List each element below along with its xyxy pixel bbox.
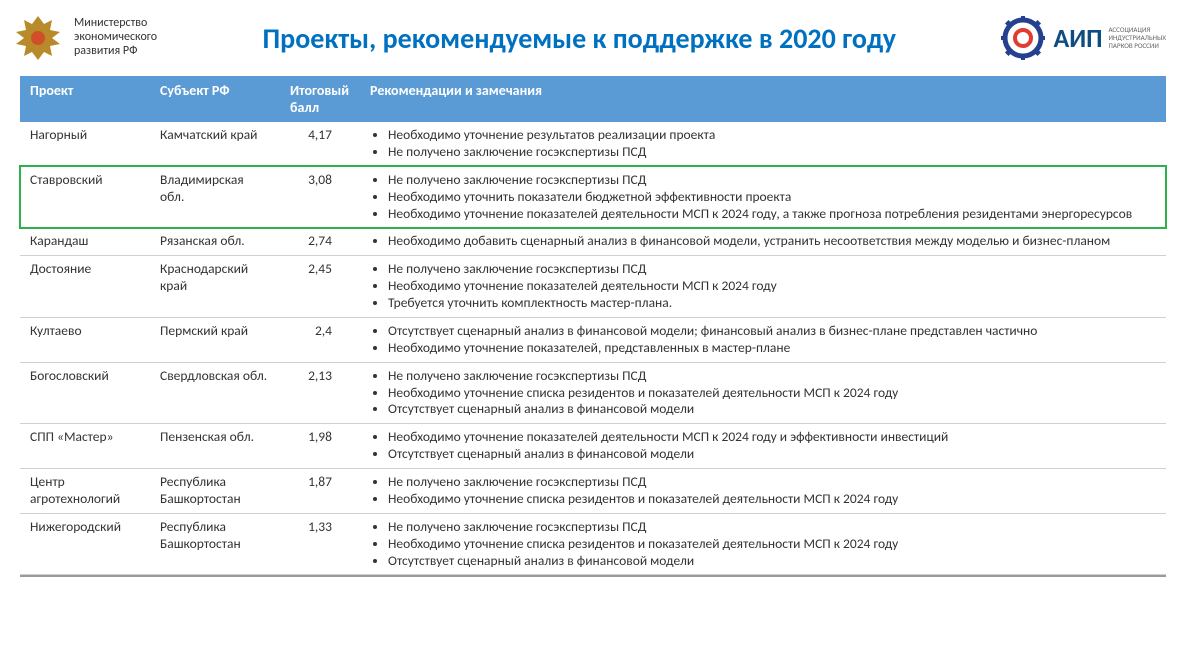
note-item: Необходимо уточнение списка резидентов и… xyxy=(388,536,1156,553)
cell-subject: Камчатский край xyxy=(150,122,280,166)
cell-subject: Свердловская обл. xyxy=(150,362,280,424)
note-item: Необходимо уточнение списка резидентов и… xyxy=(388,385,1156,402)
cell-project: Богословский xyxy=(20,362,150,424)
note-item: Не получено заключение госэкспертизы ПСД xyxy=(388,261,1156,278)
cell-project: Нагорный xyxy=(20,122,150,166)
ministry-line1: Министерство xyxy=(74,17,157,31)
cell-subject: Пермский край xyxy=(150,317,280,362)
cell-project: Карандаш xyxy=(20,228,150,256)
table-row: КарандашРязанская обл.2,74 Необходимо доб… xyxy=(20,228,1166,256)
note-item: Отсутствует сценарный анализ в финансово… xyxy=(388,401,1156,418)
cell-score: 2,13 xyxy=(280,362,360,424)
cell-score: 1,98 xyxy=(280,424,360,469)
cell-score: 4,17 xyxy=(280,122,360,166)
cell-project: Ставровский xyxy=(20,166,150,228)
note-item: Требуется уточнить комплектность мастер-… xyxy=(388,295,1156,312)
cell-notes: Отсутствует сценарный анализ в финансово… xyxy=(360,317,1166,362)
table-row: КултаевоПермский край2,4 Отсутствует сцен… xyxy=(20,317,1166,362)
cell-score: 2,74 xyxy=(280,228,360,256)
table-row: Центр агротехнологийРеспублика Башкортос… xyxy=(20,469,1166,514)
table-header-row: Проект Субъект РФ Итоговый балл Рекоменд… xyxy=(20,76,1166,122)
col-header-project: Проект xyxy=(20,76,150,122)
table-row: НижегородскийРеспублика Башкортостан1,33… xyxy=(20,513,1166,575)
note-item: Не получено заключение госэкспертизы ПСД xyxy=(388,172,1156,189)
cell-score: 2,4 xyxy=(280,317,360,362)
cell-subject: Краснодарский край xyxy=(150,256,280,318)
note-item: Не получено заключение госэкспертизы ПСД xyxy=(388,144,1156,161)
note-item: Необходимо уточнить показатели бюджетной… xyxy=(388,189,1156,206)
cell-notes: Не получено заключение госэкспертизы ПСД… xyxy=(360,362,1166,424)
footer-divider xyxy=(20,575,1166,577)
emblem-icon xyxy=(10,10,66,66)
projects-table-wrap: Проект Субъект РФ Итоговый балл Рекоменд… xyxy=(0,76,1186,575)
aip-gear-icon xyxy=(1001,16,1045,60)
note-item: Не получено заключение госэкспертизы ПСД xyxy=(388,519,1156,536)
note-item: Не получено заключение госэкспертизы ПСД xyxy=(388,474,1156,491)
ministry-line2: экономического xyxy=(74,31,157,45)
header-right: АИП АССОЦИАЦИЯ ИНДУСТРИАЛЬНЫХ ПАРКОВ РОС… xyxy=(1001,16,1166,60)
cell-notes: Не получено заключение госэкспертизы ПСД… xyxy=(360,513,1166,575)
cell-project: СПП «Мастер» xyxy=(20,424,150,469)
aip-sub3: ПАРКОВ РОССИИ xyxy=(1109,42,1166,50)
table-row: БогословскийСвердловская обл.2,13Не полу… xyxy=(20,362,1166,424)
cell-subject: Пензенская обл. xyxy=(150,424,280,469)
ministry-text: Министерство экономического развития РФ xyxy=(74,17,157,58)
ministry-line3: развития РФ xyxy=(74,45,157,59)
note-item: Необходимо уточнение показателей деятель… xyxy=(388,429,1156,446)
cell-subject: Рязанская обл. xyxy=(150,228,280,256)
page-header: Министерство экономического развития РФ … xyxy=(0,0,1186,76)
note-item: Необходимо добавить сценарный анализ в ф… xyxy=(388,233,1156,250)
note-item: Необходимо уточнение результатов реализа… xyxy=(388,127,1156,144)
cell-notes: Не получено заключение госэкспертизы ПСД… xyxy=(360,256,1166,318)
cell-notes: Необходимо уточнение результатов реализа… xyxy=(360,122,1166,166)
cell-subject: Владимирская обл. xyxy=(150,166,280,228)
table-row: НагорныйКамчатский край4,17 Необходимо ут… xyxy=(20,122,1166,166)
note-item: Необходимо уточнение показателей деятель… xyxy=(388,206,1156,223)
note-item: Не получено заключение госэкспертизы ПСД xyxy=(388,368,1156,385)
col-header-notes: Рекомендации и замечания xyxy=(360,76,1166,122)
table-row: СтавровскийВладимирская обл.3,08Не получ… xyxy=(20,166,1166,228)
note-item: Необходимо уточнение списка резидентов и… xyxy=(388,491,1156,508)
note-item: Отсутствует сценарный анализ в финансово… xyxy=(388,446,1156,463)
projects-table: Проект Субъект РФ Итоговый балл Рекоменд… xyxy=(20,76,1166,575)
header-left: Министерство экономического развития РФ xyxy=(10,10,157,66)
aip-text-block: АИП АССОЦИАЦИЯ ИНДУСТРИАЛЬНЫХ ПАРКОВ РОС… xyxy=(1053,25,1166,51)
col-header-score: Итоговый балл xyxy=(280,76,360,122)
cell-project: Култаево xyxy=(20,317,150,362)
cell-notes: Необходимо добавить сценарный анализ в ф… xyxy=(360,228,1166,256)
note-item: Необходимо уточнение показателей деятель… xyxy=(388,278,1156,295)
page-title: Проекты, рекомендуемые к поддержке в 202… xyxy=(157,21,1001,56)
cell-notes: Не получено заключение госэкспертизы ПСД… xyxy=(360,469,1166,514)
cell-project: Достояние xyxy=(20,256,150,318)
note-item: Отсутствует сценарный анализ в финансово… xyxy=(388,553,1156,570)
cell-project: Нижегородский xyxy=(20,513,150,575)
note-item: Необходимо уточнение показателей, предст… xyxy=(388,340,1156,357)
cell-notes: Не получено заключение госэкспертизы ПСД… xyxy=(360,166,1166,228)
cell-score: 1,33 xyxy=(280,513,360,575)
cell-project: Центр агротехнологий xyxy=(20,469,150,514)
note-item: Отсутствует сценарный анализ в финансово… xyxy=(388,323,1156,340)
table-row: СПП «Мастер»Пензенская обл.1,98 Необходим… xyxy=(20,424,1166,469)
cell-score: 1,87 xyxy=(280,469,360,514)
cell-notes: Необходимо уточнение показателей деятель… xyxy=(360,424,1166,469)
table-row: ДостояниеКраснодарский край2,45Не получе… xyxy=(20,256,1166,318)
cell-subject: Республика Башкортостан xyxy=(150,469,280,514)
cell-score: 3,08 xyxy=(280,166,360,228)
cell-score: 2,45 xyxy=(280,256,360,318)
aip-label: АИП xyxy=(1053,25,1102,51)
col-header-subject: Субъект РФ xyxy=(150,76,280,122)
cell-subject: Республика Башкортостан xyxy=(150,513,280,575)
